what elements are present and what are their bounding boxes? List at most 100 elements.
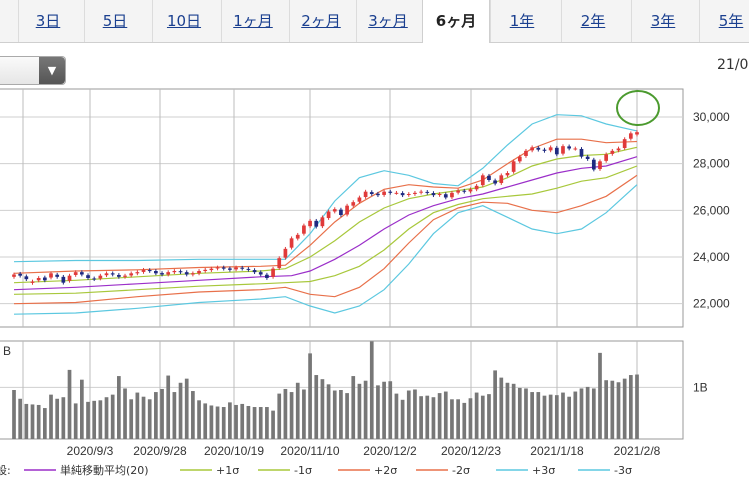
candle-body	[493, 180, 497, 184]
candle-body	[579, 148, 584, 157]
band-sma-20	[13, 156, 638, 291]
candle-body	[400, 193, 405, 196]
volume-bar	[332, 390, 337, 439]
volume-bar	[628, 375, 633, 439]
candle-body	[18, 273, 23, 276]
volume-bar	[295, 382, 300, 439]
volume-bar	[18, 398, 23, 439]
candle-body	[92, 278, 97, 280]
candle-body	[283, 248, 288, 258]
volume-bar	[240, 403, 245, 439]
candle-body	[240, 267, 245, 269]
price-tick-label: 26,000	[693, 203, 730, 217]
volume-bar	[80, 379, 84, 439]
volume-bar	[585, 386, 590, 439]
tab-6[interactable]: 6ヶ月	[422, 0, 490, 43]
candle-body	[610, 150, 615, 154]
volume-bar	[499, 377, 504, 439]
tab-7[interactable]: 1年	[490, 0, 553, 42]
volume-bar	[468, 398, 473, 439]
volume-bar	[474, 392, 479, 439]
date-label: 21/0	[717, 57, 749, 73]
candle-body	[456, 190, 460, 193]
tab-1[interactable]: 5日	[84, 0, 145, 42]
volume-bar	[548, 394, 553, 439]
indicator-dropdown[interactable]: ▼	[0, 56, 66, 85]
candle-body	[154, 271, 158, 274]
candle-body	[487, 175, 491, 180]
volume-bar	[573, 391, 578, 439]
candles	[12, 130, 639, 285]
candle-body	[345, 205, 349, 215]
volume-bar	[166, 375, 171, 439]
candle-body	[505, 173, 510, 176]
legend-label: 単純移動平均(20)	[60, 463, 149, 477]
candle-body	[228, 268, 232, 270]
candle-body	[554, 147, 559, 155]
candle-body	[234, 267, 238, 270]
volume-bar	[197, 400, 201, 439]
volume-bar	[431, 397, 436, 439]
volume-bar	[363, 380, 368, 439]
candle-body	[172, 271, 177, 273]
candle-body	[561, 146, 565, 154]
legend-label: -2σ	[452, 464, 470, 477]
volume-bar	[517, 387, 522, 439]
volume-bar	[265, 407, 269, 439]
candle-body	[326, 211, 331, 219]
price-tick-label: 30,000	[693, 110, 730, 124]
volume-bar	[36, 404, 41, 439]
volume-bar	[24, 403, 29, 439]
candle-body	[289, 238, 294, 248]
volume-bar	[172, 392, 177, 439]
volume-bar	[61, 397, 66, 439]
candle-body	[573, 148, 578, 150]
chevron-down-icon[interactable]: ▼	[39, 57, 65, 84]
tab-10[interactable]: 5年	[699, 0, 749, 42]
candle-body	[419, 191, 423, 193]
tab-0[interactable]: 3日	[18, 0, 77, 42]
tab-2[interactable]: 10日	[152, 0, 215, 42]
volume-bar	[511, 383, 516, 439]
volume-bar	[456, 399, 460, 439]
candle-body	[184, 272, 189, 275]
candle-body	[314, 220, 319, 227]
candle-body	[635, 132, 639, 135]
legend: 設: 単純移動平均(20) +1σ -1σ +2σ -2σ +3σ -3σ	[0, 463, 632, 477]
candle-body	[215, 267, 220, 269]
candle-body	[567, 146, 571, 149]
volume-bar	[271, 410, 275, 439]
bollinger-bands	[13, 114, 638, 315]
volume-bar	[505, 382, 510, 439]
x-tick-label: 2020/10/19	[204, 444, 264, 458]
volume-bar	[487, 394, 491, 439]
volume-bar	[480, 395, 485, 439]
candle-body	[413, 192, 417, 194]
candle-body	[104, 273, 109, 276]
tab-8[interactable]: 2年	[561, 0, 624, 42]
tab-9[interactable]: 3年	[631, 0, 694, 42]
candle-body	[480, 175, 485, 186]
candle-body	[49, 273, 53, 278]
tab-5[interactable]: 3ヶ月	[356, 0, 419, 42]
tab-3[interactable]: 1ヶ月	[221, 0, 284, 42]
volume-bar	[530, 392, 534, 439]
candle-body	[369, 192, 374, 194]
volume-bar	[67, 369, 72, 439]
x-tick-label: 2020/12/2	[363, 444, 417, 458]
volume-bar	[462, 402, 467, 439]
candle-body	[30, 281, 35, 283]
volume-bar	[345, 393, 349, 439]
candle-body	[598, 161, 602, 170]
candle-body	[357, 197, 362, 202]
volume-bar	[283, 388, 288, 439]
volume-bar	[215, 406, 220, 439]
candle-body	[542, 149, 547, 151]
candle-body	[197, 271, 201, 274]
tab-4[interactable]: 2ヶ月	[289, 0, 352, 42]
volume-bar	[376, 385, 380, 439]
candle-body	[277, 258, 282, 268]
candle-body	[246, 268, 251, 270]
candle-body	[295, 234, 300, 239]
candle-body	[394, 192, 399, 194]
